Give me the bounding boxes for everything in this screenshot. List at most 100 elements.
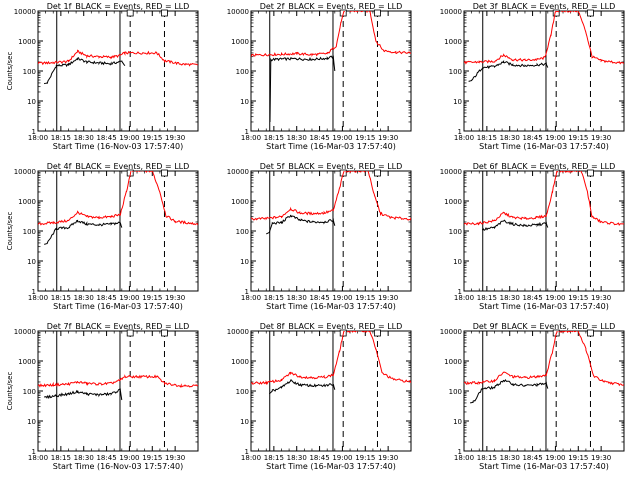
y-axis-label: Counts/sec <box>6 52 14 91</box>
x-tick-label: 18:15 <box>51 134 71 142</box>
panel-5: Det 5f_BLACK = Events, RED = LLD 1 10 100 10… <box>227 162 412 311</box>
panel-2: Det 2f_BLACK = Events, RED = LLD 1 10 100 10… <box>227 2 412 151</box>
x-axis-label: Start Time (16-Nov-03 17:57:40) <box>53 142 183 151</box>
y-tick-label: 100 <box>449 228 462 236</box>
x-tick-label: 19:15 <box>355 134 375 142</box>
x-tick-label: 19:30 <box>165 454 185 462</box>
x-axis-label: Start Time (16-Mar-03 17:57:40) <box>53 302 183 311</box>
x-tick-label: 19:00 <box>332 294 352 302</box>
x-tick-label: 18:15 <box>51 294 71 302</box>
panel-title: Det 8f_BLACK = Events, RED = LLD <box>260 322 403 331</box>
x-tick-label: 18:30 <box>500 294 520 302</box>
y-tick-label: 10000 <box>227 168 249 176</box>
x-tick-label: 18:30 <box>74 134 94 142</box>
y-tick-label: 100 <box>23 68 36 76</box>
x-tick-label: 19:15 <box>568 454 588 462</box>
y-tick-label: 100 <box>449 68 462 76</box>
y-tick-label: 1 <box>458 128 462 136</box>
x-axis-label: Start Time (16-Mar-03 17:57:40) <box>479 302 609 311</box>
panel-4: Det 4f_BLACK = Events, RED = LLD 1 10 100 10… <box>6 162 199 311</box>
y-tick-label: 1 <box>458 288 462 296</box>
y-tick-label: 1000 <box>18 38 36 46</box>
y-tick-label: 100 <box>236 228 249 236</box>
y-tick-label: 1000 <box>18 198 36 206</box>
x-tick-label: 19:15 <box>568 134 588 142</box>
x-tick-label: 18:00 <box>241 134 261 142</box>
x-tick-label: 18:45 <box>522 294 542 302</box>
x-tick-label: 18:00 <box>454 294 474 302</box>
panel-title: Det 5f_BLACK = Events, RED = LLD <box>260 162 403 171</box>
y-tick-label: 10000 <box>227 8 249 16</box>
x-tick-label: 19:30 <box>378 134 398 142</box>
panel-title: Det 3f_BLACK = Events, RED = LLD <box>473 2 616 11</box>
x-axis-label: Start Time (16-Mar-03 17:57:40) <box>266 142 396 151</box>
x-tick-label: 19:00 <box>545 294 565 302</box>
x-tick-label: 19:00 <box>545 454 565 462</box>
x-tick-label: 18:30 <box>74 294 94 302</box>
x-tick-label: 18:30 <box>500 454 520 462</box>
y-tick-label: 1 <box>245 448 249 456</box>
y-tick-label: 10 <box>27 418 36 426</box>
y-tick-label: 10000 <box>14 328 36 336</box>
x-tick-label: 18:00 <box>28 134 48 142</box>
panel-1: Det 1f_BLACK = Events, RED = LLD 1 10 100 10… <box>6 2 199 151</box>
panel-title: Det 6f_BLACK = Events, RED = LLD <box>473 162 616 171</box>
marker-box <box>161 329 168 337</box>
lld-series-line <box>464 331 624 387</box>
marker-box <box>552 9 560 17</box>
x-tick-label: 18:30 <box>287 294 307 302</box>
panel-7: Det 7f_BLACK = Events, RED = LLD 1 10 100 10… <box>6 322 199 471</box>
x-axis-label: Start Time (16-Mar-03 17:57:40) <box>479 462 609 471</box>
x-tick-label: 19:15 <box>142 454 162 462</box>
y-tick-label: 1000 <box>231 358 249 366</box>
panel-title: Det 9f_BLACK = Events, RED = LLD <box>473 322 616 331</box>
x-axis-label: Start Time (16-Mar-03 17:57:40) <box>479 142 609 151</box>
panel-9: Det 9f_BLACK = Events, RED = LLD 1 10 100 10… <box>440 322 625 471</box>
x-axis-label: Start Time (16-Nov-03 17:57:40) <box>53 462 183 471</box>
events-series-line <box>470 378 549 404</box>
x-tick-label: 19:00 <box>545 134 565 142</box>
x-tick-label: 18:45 <box>309 134 329 142</box>
x-tick-label: 18:45 <box>309 294 329 302</box>
y-tick-label: 10 <box>240 258 249 266</box>
y-tick-label: 1000 <box>18 358 36 366</box>
y-tick-label: 1000 <box>444 38 462 46</box>
marker-box <box>126 9 134 17</box>
x-tick-label: 18:00 <box>454 134 474 142</box>
y-tick-label: 100 <box>236 68 249 76</box>
events-series-line <box>481 219 549 231</box>
x-tick-label: 19:00 <box>332 134 352 142</box>
x-tick-label: 19:30 <box>591 294 611 302</box>
y-tick-label: 10 <box>27 258 36 266</box>
marker-box <box>161 9 168 17</box>
y-tick-label: 10000 <box>440 168 462 176</box>
lld-series-line <box>38 374 198 388</box>
x-axis-label: Start Time (16-Mar-03 17:57:40) <box>266 302 396 311</box>
events-series-line <box>268 379 336 395</box>
x-tick-label: 18:45 <box>96 134 116 142</box>
events-series-line <box>44 219 123 245</box>
x-tick-label: 19:30 <box>165 134 185 142</box>
lld-series-line <box>464 11 624 65</box>
x-tick-label: 18:00 <box>28 294 48 302</box>
events-series-line <box>269 55 336 123</box>
y-tick-label: 10000 <box>14 168 36 176</box>
y-tick-label: 1 <box>32 448 36 456</box>
x-tick-label: 18:45 <box>522 454 542 462</box>
x-tick-label: 18:00 <box>241 294 261 302</box>
x-tick-label: 18:30 <box>500 134 520 142</box>
x-axis-label: Start Time (16-Mar-03 17:57:40) <box>266 462 396 471</box>
x-tick-label: 18:15 <box>477 454 497 462</box>
y-tick-label: 10000 <box>440 8 462 16</box>
x-tick-label: 19:00 <box>119 134 139 142</box>
x-tick-label: 18:30 <box>287 134 307 142</box>
y-tick-label: 1 <box>245 128 249 136</box>
marker-box <box>374 9 381 17</box>
y-tick-label: 10 <box>453 418 462 426</box>
panel-title: Det 1f_BLACK = Events, RED = LLD <box>47 2 190 11</box>
y-tick-label: 1000 <box>444 358 462 366</box>
y-tick-label: 1000 <box>231 38 249 46</box>
x-tick-label: 19:30 <box>165 294 185 302</box>
y-tick-label: 10000 <box>14 8 36 16</box>
